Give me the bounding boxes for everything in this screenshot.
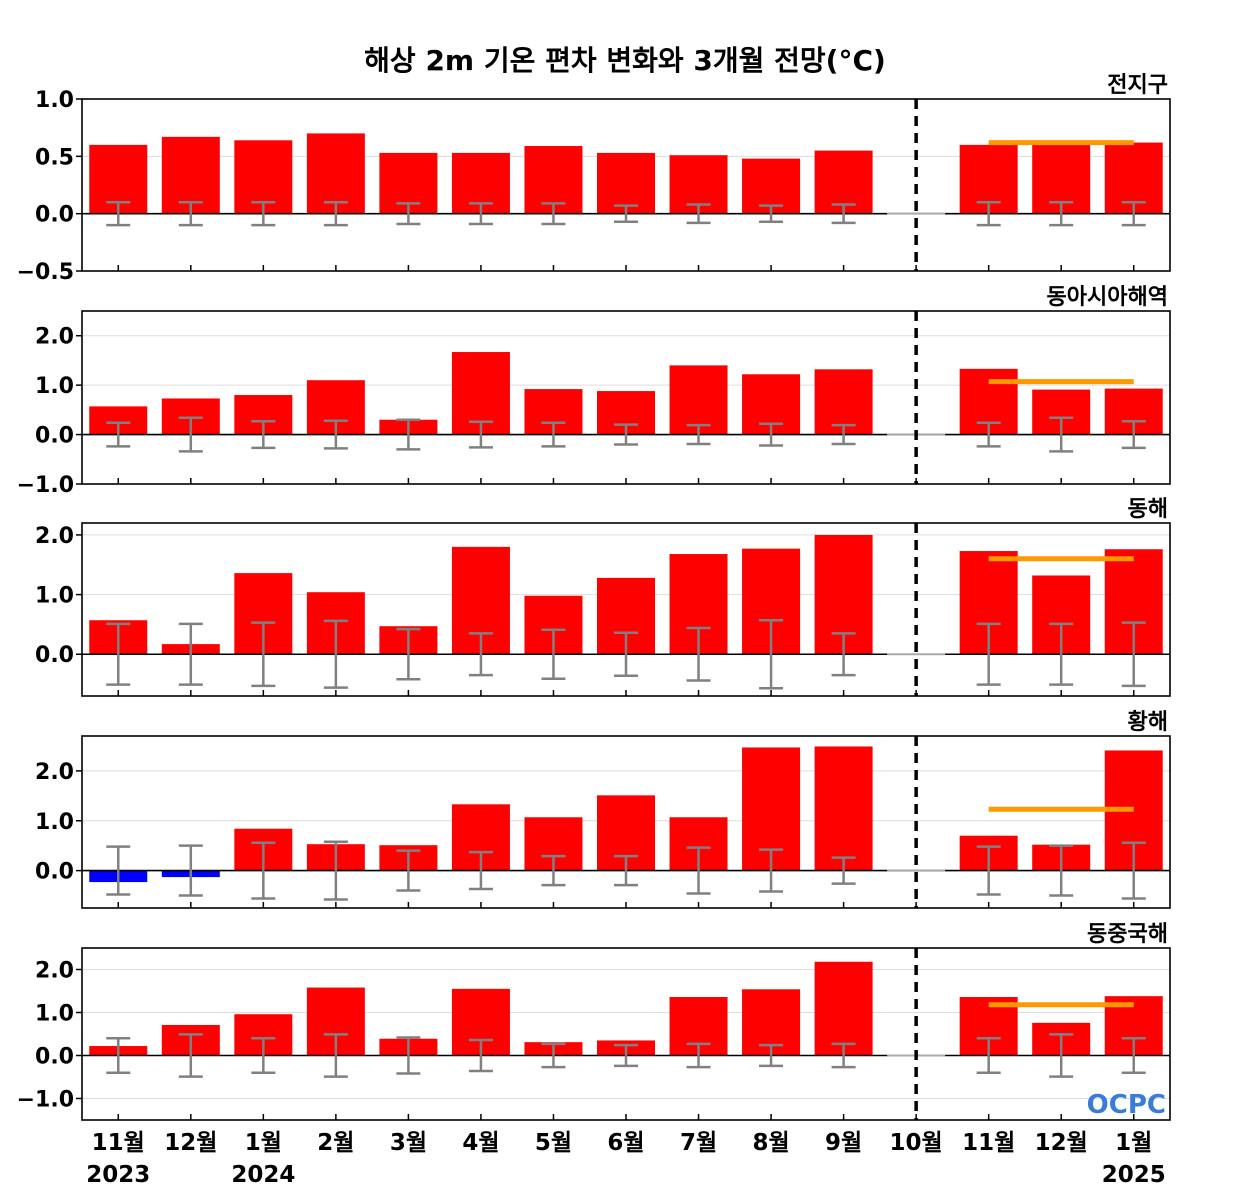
region-label: 동해 <box>1128 497 1168 522</box>
panel-frame <box>81 735 1171 909</box>
panel-frame <box>81 310 1171 485</box>
y-tick-label: 1.0 <box>35 374 74 399</box>
panel-1: −1.0 0.0 1.0 2.0 동아시아해역 <box>17 285 1171 498</box>
month-label: 11월 <box>92 1130 145 1156</box>
x-axis-labels: 11월 12월 1월 2월 3월 4월 5월 6월 7월 8월 9월 10월 11월 12월 1월 2023 2… <box>86 1130 1165 1188</box>
year-label: 2024 <box>231 1162 295 1188</box>
y-tick-label: 1.0 <box>35 88 74 113</box>
bar-9월 <box>814 369 873 435</box>
y-tick-label: 0.0 <box>35 1045 74 1070</box>
month-label: 5월 <box>535 1130 572 1156</box>
y-tick-label: 0.5 <box>35 145 74 170</box>
region-label: 전지구 <box>1107 73 1168 98</box>
panel-frame <box>81 98 1171 272</box>
panel-frame <box>81 522 1171 697</box>
y-tick-label: 0.0 <box>35 203 74 228</box>
y-tick-label: −1.0 <box>17 473 74 498</box>
bar-6월 <box>597 152 655 214</box>
bar-9월 <box>814 746 873 871</box>
month-label: 4월 <box>462 1130 499 1156</box>
region-label: 황해 <box>1128 710 1168 735</box>
month-label: 1월 <box>1115 1130 1152 1156</box>
region-label: 동아시아해역 <box>1047 285 1168 310</box>
y-tick-label: −1.0 <box>17 1088 74 1113</box>
panel-frame <box>81 947 1171 1121</box>
month-label: 10월 <box>890 1130 943 1156</box>
month-label: 12월 <box>1035 1130 1088 1156</box>
y-tick-label: 2.0 <box>35 524 74 549</box>
bar-9월 <box>814 150 873 214</box>
bar-2월 <box>306 133 365 214</box>
month-label: 8월 <box>752 1130 789 1156</box>
bar-9월 <box>814 961 873 1056</box>
month-label: 6월 <box>607 1130 644 1156</box>
bar-12월 <box>161 136 220 214</box>
panel-4: −1.0 0.0 1.0 2.0 동중국해 <box>17 922 1171 1121</box>
ocpc-logo: OCPC <box>1087 1090 1166 1120</box>
panel-0: −0.5 0.0 0.5 1.0 전지구 <box>17 73 1171 285</box>
y-tick-label: 0.0 <box>35 424 74 449</box>
y-tick-label: 2.0 <box>35 959 74 984</box>
panels-group: −0.5 0.0 0.5 1.0 전지구 −1.0 0.0 1.0 2.0 동아시아해역 0.0 1.… <box>17 73 1171 1121</box>
y-tick-label: 2.0 <box>35 760 74 785</box>
month-label: 7월 <box>680 1130 717 1156</box>
y-tick-label: 0.0 <box>35 643 74 668</box>
y-tick-label: 1.0 <box>35 810 74 835</box>
year-label: 2023 <box>86 1162 150 1188</box>
month-label: 9월 <box>825 1130 862 1156</box>
month-label: 11월 <box>962 1130 1015 1156</box>
panel-3: 0.0 1.0 2.0 황해 <box>35 710 1171 909</box>
year-label: 2025 <box>1102 1162 1166 1188</box>
month-label: 3월 <box>390 1130 427 1156</box>
y-tick-label: −0.5 <box>17 260 74 285</box>
panel-2: 0.0 1.0 2.0 동해 <box>35 497 1171 697</box>
chart-title: 해상 2m 기온 편차 변화와 3개월 전망(°C) <box>364 44 886 77</box>
month-label: 2월 <box>317 1130 354 1156</box>
month-label: 12월 <box>164 1130 217 1156</box>
region-label: 동중국해 <box>1087 922 1168 947</box>
y-tick-label: 2.0 <box>35 325 74 350</box>
month-label: 1월 <box>245 1130 282 1156</box>
y-tick-label: 0.0 <box>35 860 74 885</box>
y-tick-label: 1.0 <box>35 1002 74 1027</box>
bar-7월 <box>669 365 728 435</box>
y-tick-label: 1.0 <box>35 584 74 609</box>
